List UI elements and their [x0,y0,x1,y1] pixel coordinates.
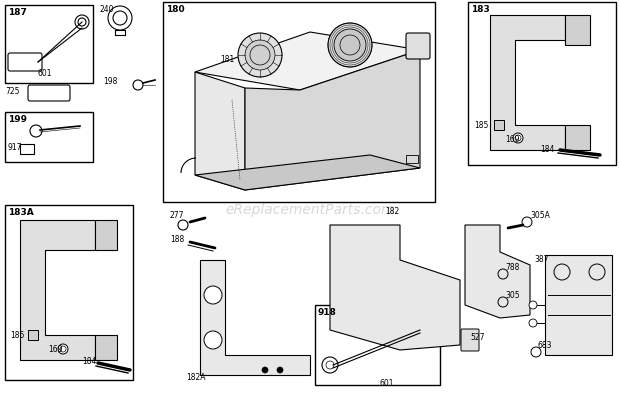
Text: 788: 788 [505,263,520,272]
Text: 169: 169 [505,136,520,145]
Bar [95,335,117,360]
Text: 182: 182 [385,208,399,217]
Text: 918: 918 [318,308,337,317]
Circle shape [334,29,366,61]
Text: 917: 917 [8,143,22,152]
Text: 184: 184 [540,145,554,154]
Bar [565,125,590,150]
Text: 601: 601 [380,378,394,387]
FancyBboxPatch shape [8,53,42,71]
Text: 183A: 183A [8,208,33,217]
Text: 527: 527 [470,334,484,343]
Polygon shape [20,220,95,360]
Bar [163,2,435,202]
Text: 182A: 182A [186,373,205,382]
Text: eReplacementParts.com: eReplacementParts.com [225,203,395,217]
Bar [494,120,504,130]
Text: 240: 240 [100,6,115,15]
Circle shape [238,33,282,77]
Bar [406,155,418,163]
Text: 169: 169 [48,345,63,354]
Polygon shape [330,225,460,350]
Circle shape [204,286,222,304]
Text: 683: 683 [537,340,552,349]
Text: 601: 601 [38,68,53,77]
Circle shape [529,319,537,327]
Bar [468,2,616,165]
Text: 187: 187 [8,8,27,17]
Polygon shape [195,72,245,190]
Text: 181: 181 [220,55,234,64]
Bar [28,330,38,340]
Text: 183: 183 [471,5,490,14]
Circle shape [204,331,222,349]
Text: 199: 199 [8,115,27,124]
Polygon shape [490,15,565,150]
Text: 305: 305 [505,290,520,299]
Text: 184: 184 [82,358,96,367]
Bar [5,112,93,162]
Text: 180: 180 [166,5,185,14]
Text: 188: 188 [170,235,184,244]
Text: 725: 725 [5,88,19,97]
Text: 185: 185 [10,331,24,340]
Bar [315,305,440,385]
Circle shape [328,23,372,67]
Circle shape [513,133,523,143]
Circle shape [529,301,537,309]
Bar [565,15,590,45]
Polygon shape [200,260,310,375]
Circle shape [262,367,268,373]
Bar [95,220,117,250]
Text: 387: 387 [534,255,549,264]
Circle shape [58,344,68,354]
Text: 305A: 305A [530,211,550,220]
Text: 277: 277 [170,211,185,220]
FancyBboxPatch shape [406,33,430,59]
Text: 198: 198 [103,77,117,86]
Circle shape [277,367,283,373]
Polygon shape [465,225,530,318]
FancyBboxPatch shape [28,85,70,101]
FancyBboxPatch shape [461,329,479,351]
Bar [20,144,34,154]
Polygon shape [195,155,420,190]
Text: 185: 185 [474,121,489,130]
Bar [5,205,133,380]
Polygon shape [545,255,612,355]
Polygon shape [195,32,420,90]
Circle shape [245,40,275,70]
Polygon shape [245,50,420,190]
Bar [5,5,93,83]
